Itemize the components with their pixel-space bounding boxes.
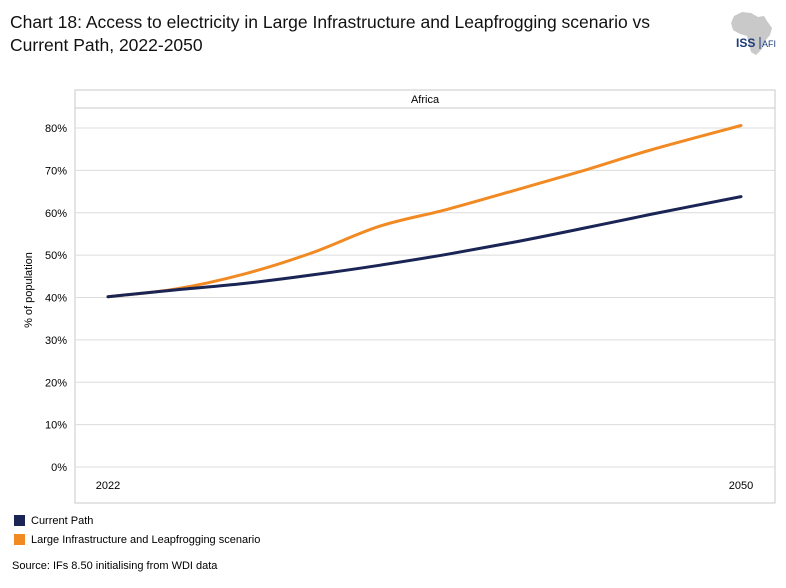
y-tick-label: 20%: [45, 377, 67, 389]
legend-swatch-current-path: [14, 515, 25, 526]
y-tick-label: 60%: [45, 208, 67, 220]
x-tick-label: 2050: [729, 480, 753, 492]
line-chart: Africa 0% 10% 20% 30% 40% 50% 60% 70% 80% 2022 20…: [23, 89, 776, 504]
legend: Current Path Large Infrastructure and Le…: [14, 511, 260, 549]
plot-area: [74, 89, 776, 504]
legend-swatch-large-infrastructure: [14, 534, 25, 545]
panel-header: [74, 89, 776, 109]
y-tick-label: 70%: [45, 165, 67, 177]
y-tick-label: 50%: [45, 250, 67, 262]
y-tick-label: 80%: [45, 123, 67, 135]
y-tick-label: 10%: [45, 420, 67, 432]
africa-map-icon: [731, 12, 772, 55]
legend-label-current-path: Current Path: [31, 514, 94, 527]
y-tick-label: 0%: [51, 462, 67, 474]
logo-sub: AFI: [762, 39, 776, 49]
y-axis-label: % of population: [23, 252, 35, 328]
legend-item-large-infrastructure: Large Infrastructure and Leapfrogging sc…: [14, 530, 260, 549]
y-tick-label: 30%: [45, 335, 67, 347]
legend-item-current-path: Current Path: [14, 511, 260, 530]
legend-label-large-infrastructure: Large Infrastructure and Leapfrogging sc…: [31, 533, 261, 546]
x-tick-label: 2022: [96, 480, 120, 492]
logo-brand: ISS: [736, 36, 755, 50]
iss-afi-logo: ISS AFI: [720, 8, 782, 58]
series-line-current-path: [106, 195, 743, 299]
chart-title: Chart 18: Access to electricity in Large…: [10, 12, 651, 55]
y-tick-label: 40%: [45, 293, 67, 305]
series-line-large-infrastructure: [106, 124, 743, 299]
source-note: Source: IFs 8.50 initialising from WDI d…: [12, 560, 218, 572]
panel-title: Africa: [411, 94, 440, 106]
